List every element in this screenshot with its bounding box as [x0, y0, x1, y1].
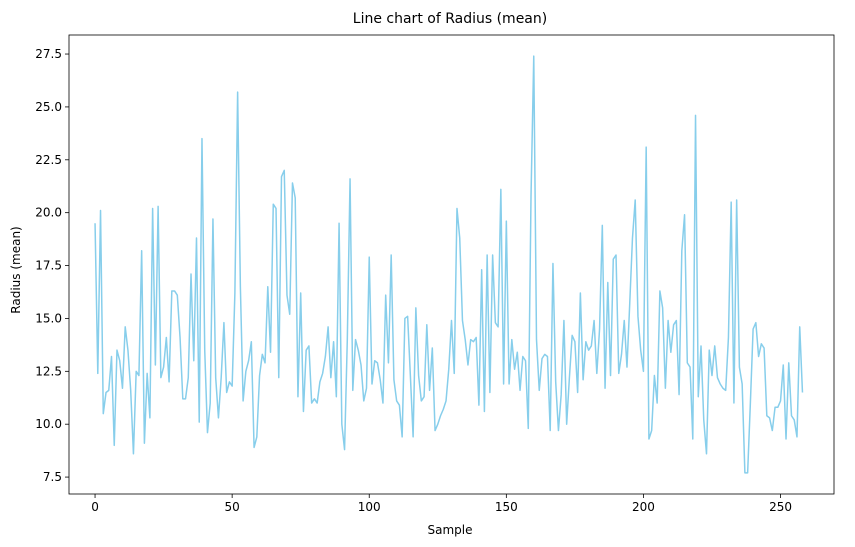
plot-frame [68, 34, 835, 495]
x-tick-label: 100 [358, 500, 381, 514]
x-tick-label: 200 [632, 500, 655, 514]
y-tick-label: 20.0 [35, 206, 62, 220]
y-tick-label: 12.5 [35, 364, 62, 378]
plot-area: 0 50 100 150 200 250 7.5 10.0 12.5 15.0 17.5 20.0 2… [35, 34, 835, 514]
series-line [94, 55, 804, 474]
y-tick-label: 15.0 [35, 311, 62, 325]
y-axis-label: Radius (mean) [9, 226, 23, 313]
y-tick-label: 10.0 [35, 417, 62, 431]
y-axis-ticks: 7.5 10.0 12.5 15.0 17.5 20.0 22.5 25.0 27.5 [35, 47, 69, 484]
y-tick-label: 27.5 [35, 47, 62, 61]
y-tick-label: 22.5 [35, 153, 62, 167]
x-tick-label: 150 [495, 500, 518, 514]
y-tick-label: 25.0 [35, 100, 62, 114]
chart-title: Line chart of Radius (mean) [353, 11, 547, 27]
x-tick-label: 0 [91, 500, 99, 514]
y-tick-label: 7.5 [43, 470, 62, 484]
x-axis-label: Sample [428, 523, 473, 537]
y-tick-label: 17.5 [35, 259, 62, 273]
x-tick-label: 50 [225, 500, 240, 514]
x-axis-ticks: 0 50 100 150 200 250 [91, 494, 792, 514]
x-tick-label: 250 [769, 500, 792, 514]
